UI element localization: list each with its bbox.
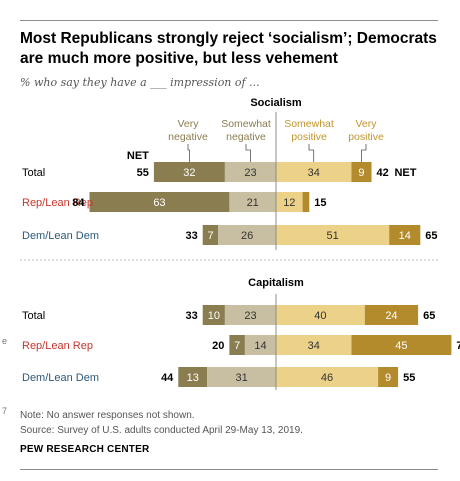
capitalism-total-somewhat-negative-bar xyxy=(224,305,276,325)
net-label-left: NET xyxy=(127,150,149,162)
capitalism-rep-lean-rep-net-positive: 78 xyxy=(456,340,460,352)
socialism-total-very-negative-label: 32 xyxy=(183,167,195,179)
capitalism-dem-lean-dem-very-positive-label: 9 xyxy=(385,372,391,384)
socialism-total-category-label: Total xyxy=(22,167,45,179)
capitalism-dem-lean-dem-very-negative-bar xyxy=(178,367,208,387)
chart-note: Note: No answer responses not shown. xyxy=(20,410,195,421)
capitalism-dem-lean-dem-net-positive: 55 xyxy=(403,372,415,384)
capitalism-total-somewhat-positive-bar xyxy=(276,305,365,325)
chart-subtitle: % who say they have a ___ impression of … xyxy=(20,76,260,89)
socialism-dem-lean-dem-category-label: Dem/Lean Dem xyxy=(22,230,99,242)
margin-mark-2: 7 xyxy=(2,406,8,416)
socialism-total-very-negative-bar xyxy=(153,162,225,182)
socialism-total-net-negative: 55 xyxy=(137,167,149,179)
legend-somewhat-negative-connector xyxy=(245,144,251,162)
socialism-dem-lean-dem-very-negative-bar xyxy=(202,225,219,245)
socialism-total-somewhat-positive-label: 34 xyxy=(308,167,320,179)
legend-somewhat-positive-connector xyxy=(308,144,315,162)
legend-very-positive-connector xyxy=(361,144,367,162)
capitalism-rep-lean-rep-very-positive-bar xyxy=(351,335,452,355)
capitalism-total-somewhat-negative-label: 23 xyxy=(244,310,256,322)
socialism-dem-lean-dem-very-positive-label: 14 xyxy=(399,230,411,242)
socialism-rep-lean-rep-very-negative-label: 63 xyxy=(153,197,165,209)
socialism-dem-lean-dem-somewhat-negative-bar xyxy=(218,225,276,245)
socialism-rep-lean-rep-somewhat-negative-bar xyxy=(229,192,276,212)
legend-very-positive-line2: positive xyxy=(348,131,384,143)
socialism-rep-lean-rep-net-negative: 84 xyxy=(72,197,85,209)
socialism-rep-lean-rep-very-positive-bar xyxy=(302,192,310,212)
capitalism-total-very-positive-bar xyxy=(364,305,419,325)
socialism-rep-lean-rep-somewhat-negative-label: 21 xyxy=(247,197,259,209)
socialism-dem-lean-dem-somewhat-negative-label: 26 xyxy=(241,230,253,242)
capitalism-dem-lean-dem-somewhat-negative-label: 31 xyxy=(235,372,247,384)
socialism-total-net-positive: 42 xyxy=(376,167,388,179)
socialism-dem-lean-dem-net-negative: 33 xyxy=(185,230,197,242)
capitalism-rep-lean-rep-very-negative-bar xyxy=(229,335,245,355)
capitalism-dem-lean-dem-category-label: Dem/Lean Dem xyxy=(22,372,99,384)
capitalism-total-very-negative-bar xyxy=(202,305,225,325)
legend-somewhat-positive-line2: positive xyxy=(291,131,327,143)
legend-very-positive-line1: Very xyxy=(355,118,377,130)
capitalism-total-very-negative-label: 10 xyxy=(208,310,220,322)
legend-somewhat-negative-line2: negative xyxy=(226,131,266,143)
capitalism-dem-lean-dem-somewhat-negative-bar xyxy=(207,367,276,387)
socialism-dem-lean-dem-very-negative-label: 7 xyxy=(207,230,213,242)
socialism-total-somewhat-positive-bar xyxy=(276,162,352,182)
socialism-total-somewhat-negative-bar xyxy=(224,162,276,182)
socialism-dem-lean-dem-somewhat-positive-label: 51 xyxy=(326,230,338,242)
legend-very-negative-connector xyxy=(187,144,190,162)
capitalism-rep-lean-rep-somewhat-negative-bar xyxy=(244,335,276,355)
capitalism-dem-lean-dem-very-negative-label: 13 xyxy=(187,372,199,384)
socialism-rep-lean-rep-very-negative-bar xyxy=(89,192,230,212)
capitalism-rep-lean-rep-category-label: Rep/Lean Rep xyxy=(22,340,93,352)
socialism-panel-title: Socialism xyxy=(250,97,302,109)
margin-mark-1: e xyxy=(2,336,8,346)
capitalism-rep-lean-rep-somewhat-positive-label: 34 xyxy=(308,340,320,352)
socialism-total-somewhat-negative-label: 23 xyxy=(244,167,256,179)
legend-very-negative-line2: negative xyxy=(168,131,208,143)
socialism-dem-lean-dem-somewhat-positive-bar xyxy=(276,225,390,245)
capitalism-total-somewhat-positive-label: 40 xyxy=(314,310,326,322)
capitalism-dem-lean-dem-somewhat-positive-label: 46 xyxy=(321,372,333,384)
source-org: PEW RESEARCH CENTER xyxy=(20,444,150,455)
capitalism-total-net-positive: 65 xyxy=(423,310,435,322)
socialism-dem-lean-dem-very-positive-bar xyxy=(389,225,421,245)
capitalism-dem-lean-dem-somewhat-positive-bar xyxy=(276,367,379,387)
top-rule xyxy=(20,20,438,21)
socialism-rep-lean-rep-category-label: Rep/Lean Rep xyxy=(22,197,93,209)
net-label-right: NET xyxy=(394,167,416,179)
capitalism-rep-lean-rep-very-positive-label: 45 xyxy=(395,340,407,352)
legend-somewhat-negative-line1: Somewhat xyxy=(221,118,271,130)
capitalism-total-category-label: Total xyxy=(22,310,45,322)
capitalism-dem-lean-dem-net-negative: 44 xyxy=(161,372,174,384)
legend-very-negative-line1: Very xyxy=(177,118,199,130)
capitalism-rep-lean-rep-net-negative: 20 xyxy=(212,340,224,352)
capitalism-rep-lean-rep-very-negative-label: 7 xyxy=(234,340,240,352)
legend-somewhat-positive-line1: Somewhat xyxy=(284,118,334,130)
socialism-rep-lean-rep-somewhat-positive-label: 12 xyxy=(283,197,295,209)
socialism-rep-lean-rep-somewhat-positive-bar xyxy=(276,192,303,212)
capitalism-panel-title: Capitalism xyxy=(248,277,304,289)
socialism-total-very-positive-label: 9 xyxy=(358,167,364,179)
bottom-rule xyxy=(20,469,438,470)
capitalism-rep-lean-rep-somewhat-negative-label: 14 xyxy=(254,340,266,352)
capitalism-dem-lean-dem-very-positive-bar xyxy=(378,367,399,387)
socialism-total-very-positive-bar xyxy=(351,162,372,182)
chart-title: Most Republicans strongly reject ‘social… xyxy=(20,30,437,67)
socialism-dem-lean-dem-net-positive: 65 xyxy=(425,230,437,242)
capitalism-total-net-negative: 33 xyxy=(185,310,197,322)
socialism-rep-lean-rep-net-positive: 15 xyxy=(314,197,326,209)
capitalism-total-very-positive-label: 24 xyxy=(385,310,397,322)
chart-source: Source: Survey of U.S. adults conducted … xyxy=(20,425,303,436)
capitalism-rep-lean-rep-somewhat-positive-bar xyxy=(276,335,352,355)
